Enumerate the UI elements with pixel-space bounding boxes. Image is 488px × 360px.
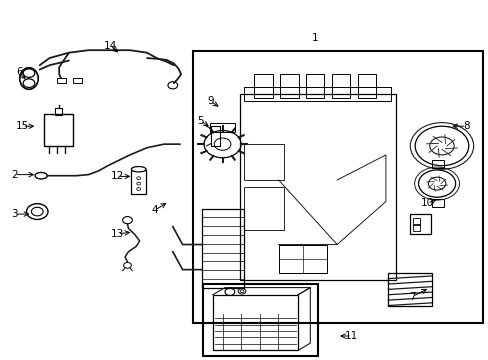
Text: 2: 2 [11,170,18,180]
Bar [278,244,327,273]
Bar [211,126,220,146]
Bar [55,108,62,115]
Text: 11: 11 [345,331,358,341]
Text: 6: 6 [16,67,22,77]
Text: 5: 5 [197,116,203,126]
Text: 8: 8 [462,121,468,131]
Bar [131,170,146,194]
Bar [57,78,65,83]
Bar [202,209,243,288]
Text: 1: 1 [311,33,318,43]
Bar [203,284,317,356]
Bar [244,87,390,101]
Text: 3: 3 [11,209,18,219]
Bar [280,74,298,98]
Bar [357,74,375,98]
Bar [239,94,395,280]
Text: 9: 9 [206,96,213,106]
Bar [244,144,283,180]
Text: 15: 15 [16,121,29,131]
Bar [412,219,419,225]
Text: 13: 13 [111,229,124,239]
Text: 10: 10 [420,198,433,208]
Bar [409,214,430,234]
Text: 4: 4 [151,206,157,216]
Text: 7: 7 [408,292,415,302]
Bar [387,273,431,306]
Bar [431,199,444,207]
Bar [244,187,283,230]
Bar [193,51,483,323]
Text: 12: 12 [111,171,124,181]
Bar [73,78,81,83]
Bar [331,74,349,98]
Bar [305,74,324,98]
Bar [412,225,419,231]
Bar [254,74,272,98]
Text: 14: 14 [103,41,117,50]
Ellipse shape [131,167,146,172]
Bar [431,160,444,168]
Bar [210,123,234,132]
Bar [43,114,73,146]
Bar [212,295,298,350]
